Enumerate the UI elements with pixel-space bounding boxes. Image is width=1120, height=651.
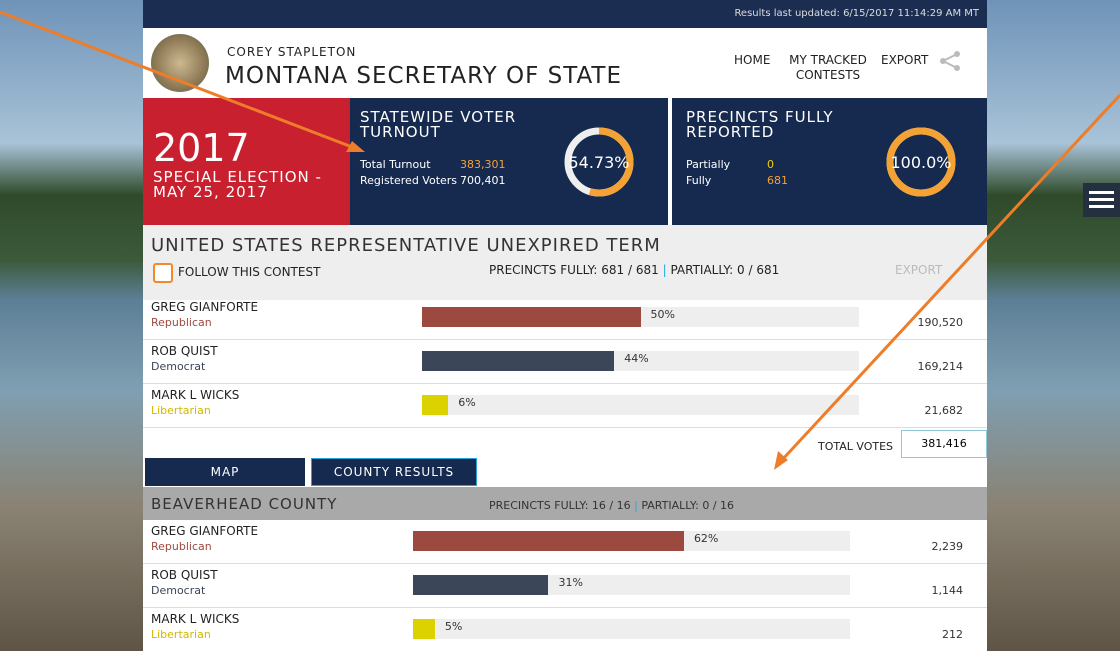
annotation-arrows [0,0,1120,651]
page: Results last updated: 6/15/2017 11:14:29… [0,0,1120,651]
